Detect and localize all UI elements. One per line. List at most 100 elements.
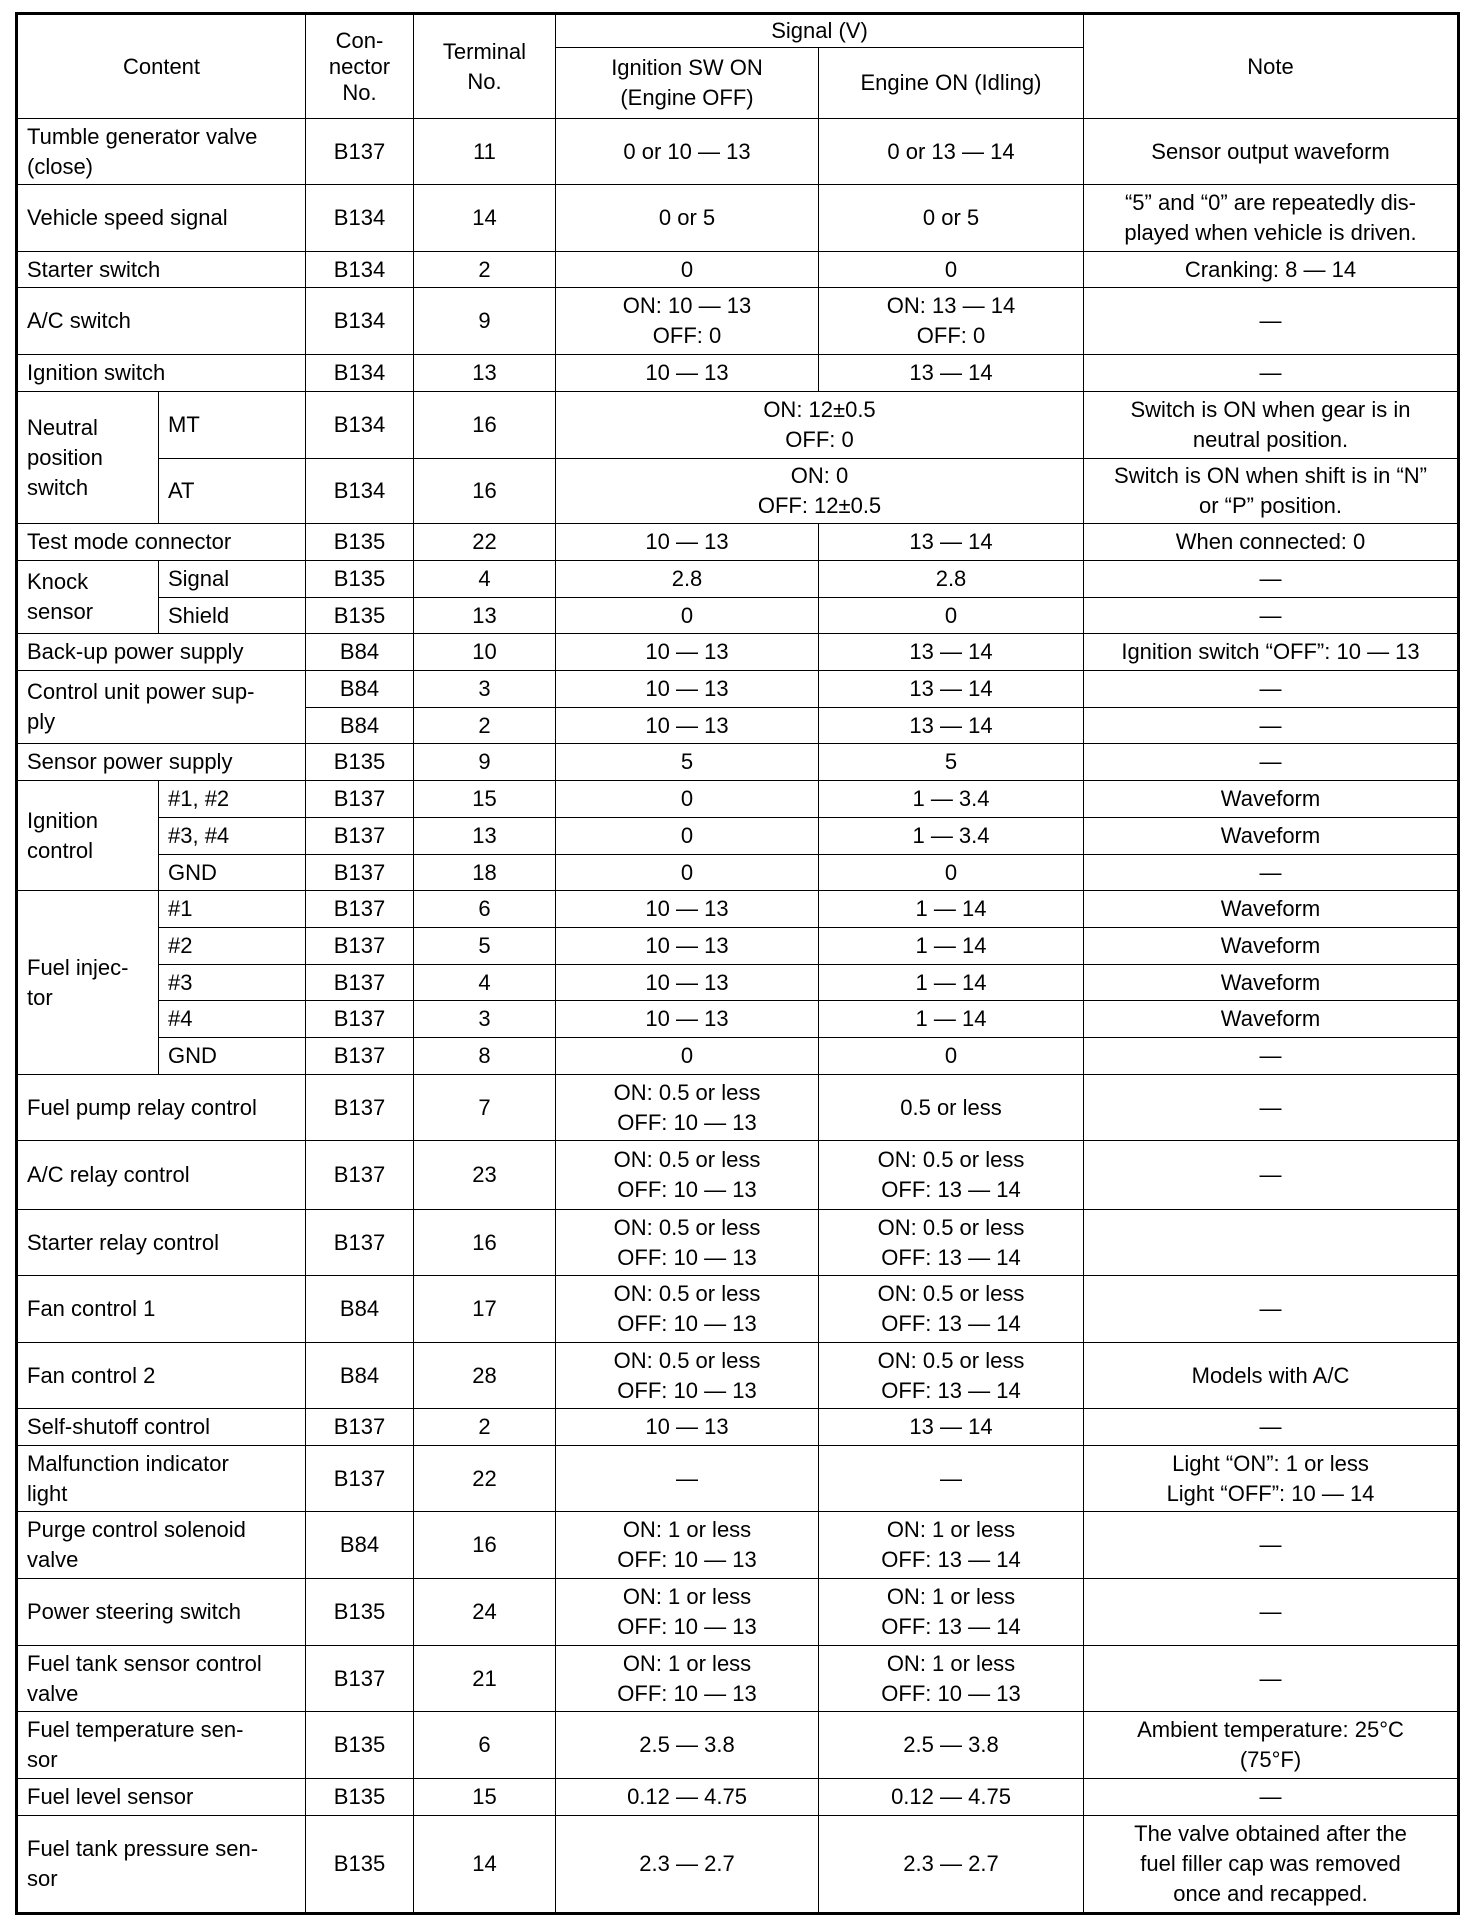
connector-cell: B135	[305, 1778, 414, 1816]
note-cell: —	[1083, 1778, 1459, 1816]
sub-content-cell: AT	[158, 458, 306, 524]
connector-cell: B137	[305, 1000, 414, 1038]
ignition-on-signal-cell: 0	[555, 597, 819, 634]
engine-on-signal-cell: 5	[818, 743, 1084, 781]
table-row: B84 2 10 — 13 13 — 14—	[17, 707, 1459, 744]
connector-cell: B134	[305, 251, 414, 288]
terminal-cell: 3	[413, 670, 556, 708]
engine-on-signal-cell: 0	[818, 597, 1084, 634]
connector-cell: B137	[305, 1037, 414, 1075]
terminal-cell: 3	[413, 1000, 556, 1038]
terminal-cell: 14	[413, 1815, 556, 1914]
engine-on-signal-cell: 13 — 14	[818, 670, 1084, 708]
sub-content-cell: Signal	[158, 560, 306, 598]
engine-on-signal-cell: 0.12 — 4.75	[818, 1778, 1084, 1816]
ignition-on-signal-cell: 0.12 — 4.75	[555, 1778, 819, 1816]
engine-on-signal-cell: 1 — 14	[818, 1000, 1084, 1038]
ignition-on-signal-cell: 10 — 13	[555, 633, 819, 671]
note-cell: Switch is ON when gear is in neutral pos…	[1083, 391, 1459, 459]
sub-content-cell: Shield	[158, 597, 306, 634]
header-note: Note	[1083, 13, 1459, 119]
note-cell: Waveform	[1083, 927, 1459, 965]
connector-cell: B84	[305, 1275, 414, 1343]
connector-cell: B84	[305, 633, 414, 671]
ignition-on-signal-cell: ON: 0.5 or less OFF: 10 — 13	[555, 1209, 819, 1276]
content-cell: Fuel tank sensor control valve	[16, 1645, 306, 1712]
engine-on-signal-cell: ON: 1 or less OFF: 13 — 14	[818, 1578, 1084, 1646]
ignition-on-signal-cell: 10 — 13	[555, 707, 819, 744]
ignition-on-signal-cell: ON: 1 or less OFF: 10 — 13	[555, 1645, 819, 1712]
content-cell: Test mode connector	[16, 523, 306, 561]
engine-on-signal-cell: 2.5 — 3.8	[818, 1711, 1084, 1779]
header-engine-on: Engine ON (Idling)	[818, 47, 1084, 119]
ignition-on-signal-cell: 10 — 13	[555, 1000, 819, 1038]
table-row: Fuel level sensor B135 15 0.12 — 4.75 0.12 —…	[16, 1778, 1459, 1816]
connector-cell: B135	[305, 597, 414, 634]
content-cell: A/C relay control	[16, 1140, 306, 1210]
content-cell: Control unit power sup- ply	[16, 670, 306, 744]
sub-content-cell: #2	[158, 927, 306, 965]
connector-cell: B134	[305, 354, 414, 392]
terminal-cell: 7	[413, 1074, 556, 1141]
engine-on-signal-cell: 1 — 14	[818, 890, 1084, 928]
note-cell: —	[1083, 354, 1459, 392]
connector-cell: B137	[305, 1445, 414, 1512]
content-cell: Purge control solenoid valve	[16, 1511, 306, 1579]
engine-on-signal-cell: 0	[818, 251, 1084, 288]
content-cell: Neutral position switch	[16, 391, 159, 524]
terminal-cell: 16	[413, 1209, 556, 1276]
ignition-on-signal-cell: 5	[555, 743, 819, 781]
note-cell: Sensor output waveform	[1083, 118, 1459, 185]
note-cell: —	[1083, 1511, 1459, 1579]
ignition-on-signal-cell: ON: 0.5 or less OFF: 10 — 13	[555, 1275, 819, 1343]
header-connector: Con- nector No.	[305, 13, 414, 119]
signal-cell: ON: 0 OFF: 12±0.5	[555, 458, 1084, 524]
terminal-cell: 15	[413, 1778, 556, 1816]
engine-on-signal-cell: 13 — 14	[818, 633, 1084, 671]
terminal-cell: 23	[413, 1140, 556, 1210]
table-row: GND B137 8 0 0—	[17, 1037, 1459, 1075]
note-cell: —	[1083, 743, 1459, 781]
terminal-cell: 4	[413, 964, 556, 1001]
connector-cell: B84	[305, 670, 414, 708]
table-row: #3, #4 B137 13 0 1 — 3.4 Waveform	[17, 817, 1459, 855]
note-cell: —	[1083, 854, 1459, 891]
terminal-cell: 6	[413, 890, 556, 928]
connector-cell: B137	[305, 780, 414, 818]
header-ignition-on: Ignition SW ON (Engine OFF)	[555, 47, 819, 119]
connector-cell: B135	[305, 523, 414, 561]
engine-on-signal-cell: ON: 13 — 14 OFF: 0	[818, 287, 1084, 355]
ignition-on-signal-cell: 10 — 13	[555, 890, 819, 928]
content-cell: Fuel level sensor	[16, 1778, 306, 1816]
engine-on-signal-cell: 2.3 — 2.7	[818, 1815, 1084, 1914]
terminal-cell: 4	[413, 560, 556, 598]
sub-content-cell: #3, #4	[158, 817, 306, 855]
table-row: Ignition switch B134 13 10 — 13 13 — 14—	[16, 354, 1459, 392]
terminal-cell: 13	[413, 817, 556, 855]
ignition-on-signal-cell: 0	[555, 1037, 819, 1075]
terminal-cell: 10	[413, 633, 556, 671]
header-content: Content	[16, 13, 306, 119]
content-cell: Fuel injec- tor	[16, 890, 159, 1075]
header-signal: Signal (V)	[555, 13, 1084, 48]
connector-cell: B137	[305, 964, 414, 1001]
terminal-cell: 17	[413, 1275, 556, 1343]
terminal-cell: 16	[413, 458, 556, 524]
content-cell: Vehicle speed signal	[16, 184, 306, 252]
note-cell: Cranking: 8 — 14	[1083, 251, 1459, 288]
sub-content-cell: #1	[158, 890, 306, 928]
content-cell: Sensor power supply	[16, 743, 306, 781]
connector-cell: B134	[305, 458, 414, 524]
table-row: Neutral position switch MT B134 16 ON: 12±0.…	[16, 391, 1459, 524]
note-cell: Models with A/C	[1083, 1342, 1459, 1409]
terminal-cell: 8	[413, 1037, 556, 1075]
content-cell: A/C switch	[16, 287, 306, 355]
content-cell: Fan control 1	[16, 1275, 306, 1343]
engine-on-signal-cell: 0.5 or less	[818, 1074, 1084, 1141]
sub-content-cell: #3	[158, 964, 306, 1001]
connector-cell: B135	[305, 1711, 414, 1779]
table-row: Fuel injec- tor #1 B137 6 10 — 13 1 — 14 Wavef…	[16, 890, 1459, 1075]
engine-on-signal-cell: 0 or 5	[818, 184, 1084, 252]
connector-cell: B135	[305, 1815, 414, 1914]
